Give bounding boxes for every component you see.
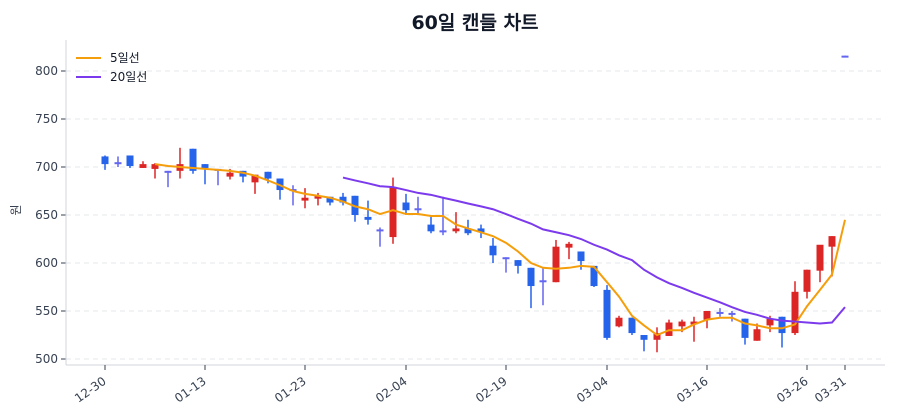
x-tick-label: 02-04 (373, 374, 410, 405)
candle (289, 185, 297, 206)
x-tick-label: 12-30 (72, 374, 109, 405)
candle (339, 192, 347, 206)
candle (251, 174, 259, 194)
candle (590, 265, 598, 287)
candle (728, 311, 736, 322)
candle (126, 155, 134, 168)
candle (640, 335, 648, 352)
x-tick-label: 03-26 (774, 374, 811, 405)
ma-line (342, 176, 846, 325)
candle (690, 316, 698, 342)
legend-label: 5일선 (110, 51, 140, 65)
candle (615, 315, 623, 328)
candle (201, 164, 209, 185)
candle (414, 196, 422, 215)
y-tick-label: 650 (35, 208, 58, 222)
candle (189, 148, 197, 174)
candle (791, 281, 799, 335)
candle (427, 216, 435, 234)
candle (716, 308, 724, 317)
y-tick-label: 550 (35, 304, 58, 318)
x-tick-label: 03-31 (812, 374, 849, 405)
candle (164, 170, 172, 188)
candle (665, 319, 673, 336)
x-tick-label: 01-23 (272, 374, 309, 405)
candle (527, 267, 535, 309)
candle (176, 147, 184, 179)
y-tick-label: 700 (35, 160, 58, 174)
candle (803, 269, 811, 299)
candle (841, 55, 849, 58)
candle (653, 327, 661, 353)
candle (628, 317, 636, 335)
candle (452, 212, 460, 234)
y-tick-label: 500 (35, 352, 58, 366)
candle (816, 244, 824, 283)
candle (376, 227, 384, 247)
candle (139, 161, 147, 168)
x-tick-label: 01-13 (172, 374, 209, 405)
candle (539, 267, 547, 306)
candle (603, 285, 611, 340)
candle (276, 178, 284, 200)
moving-average-lines (154, 163, 846, 337)
y-tick-label: 600 (35, 256, 58, 270)
candle (101, 155, 109, 170)
candle (778, 316, 786, 348)
candle (364, 200, 372, 225)
candle (514, 260, 522, 274)
candle (151, 163, 159, 179)
axes: 500 550 600 650 700 750 800 12-30 01-13 01-23 02-0… (35, 40, 885, 405)
ma-line (154, 163, 846, 337)
x-tick-label: 03-04 (574, 374, 611, 405)
x-tick-label: 02-19 (473, 374, 510, 405)
candle (552, 239, 560, 283)
candle (828, 236, 836, 277)
grid-lines (66, 70, 885, 360)
y-axis-label: 원 (9, 204, 23, 215)
candle (565, 241, 573, 260)
candle (114, 156, 122, 167)
legend-label: 20일선 (110, 70, 147, 84)
candle (489, 238, 497, 263)
candle (351, 195, 359, 222)
chart-title: 60일 캔들 차트 (411, 12, 538, 34)
candle (301, 188, 309, 209)
y-tick-label: 800 (35, 64, 58, 78)
candle (402, 193, 410, 215)
x-tick-label: 03-16 (674, 374, 711, 405)
y-tick-label: 750 (35, 112, 58, 126)
candle (214, 168, 222, 186)
candle (502, 257, 510, 273)
legend: 5일선 20일선 (76, 51, 147, 84)
